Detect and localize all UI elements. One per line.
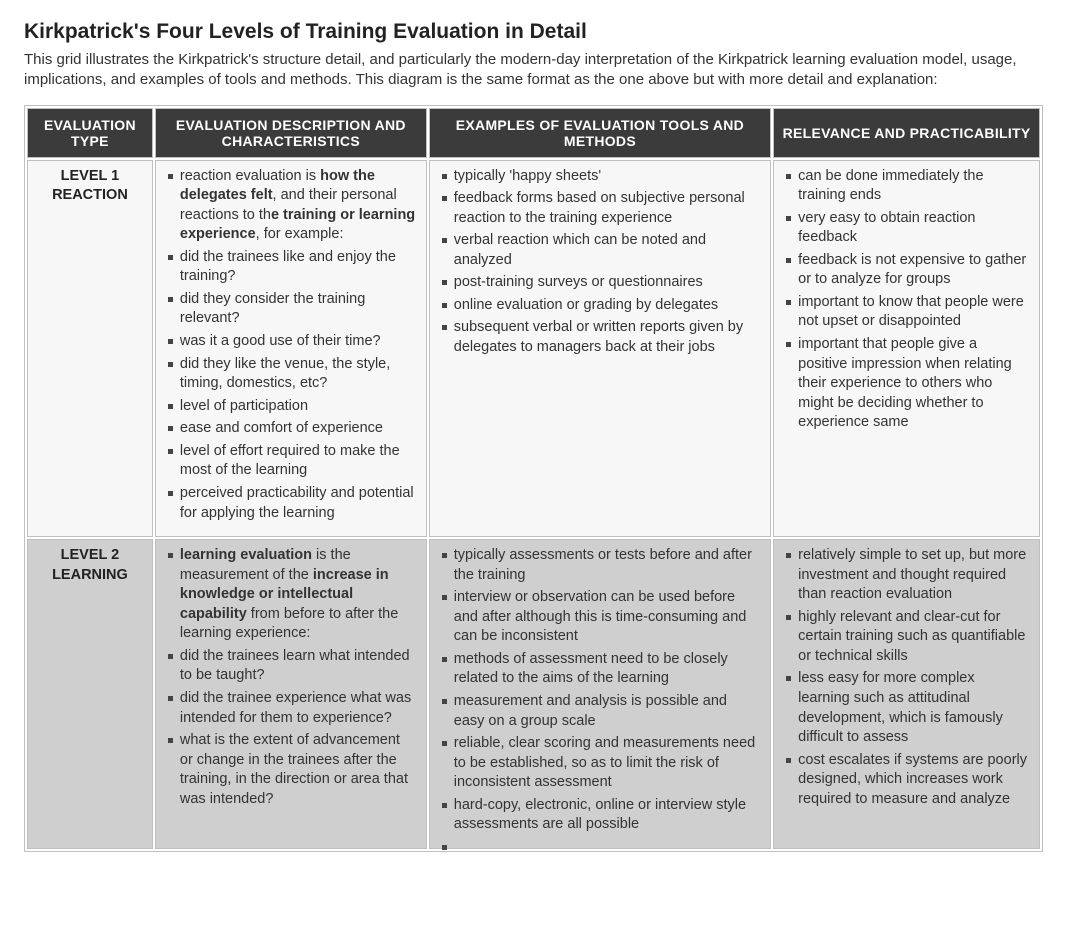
list-item: did they like the venue, the style, timi… xyxy=(166,355,416,394)
level-cell: LEVEL 2LEARNING xyxy=(27,539,153,849)
list-item: reaction evaluation is how the delegates… xyxy=(166,167,416,245)
list-item: what is the extent of advancement or cha… xyxy=(166,731,416,809)
list-item: important that people give a positive im… xyxy=(784,335,1029,433)
list-item: level of effort required to make the mos… xyxy=(166,442,416,481)
list-item: measurement and analysis is possible and… xyxy=(440,692,760,731)
list-item: perceived practicability and potential f… xyxy=(166,484,416,523)
list-item: less easy for more complex learning such… xyxy=(784,669,1029,747)
list-item: cost escalates if systems are poorly des… xyxy=(784,751,1029,810)
tools-cell: typically assessments or tests before an… xyxy=(429,539,771,849)
intro-paragraph: This grid illustrates the Kirkpatrick's … xyxy=(24,50,1043,91)
list-item: reliable, clear scoring and measurements… xyxy=(440,734,760,793)
table-header-row: EVALUATION TYPE EVALUATION DESCRIPTION A… xyxy=(27,108,1040,158)
header-evaluation-type: EVALUATION TYPE xyxy=(27,108,153,158)
list-item: typically 'happy sheets' xyxy=(440,167,760,187)
list-item: verbal reaction which can be noted and a… xyxy=(440,231,760,270)
list-item: can be done immediately the training end… xyxy=(784,167,1029,206)
list-item: level of participation xyxy=(166,397,416,417)
list-item: ease and comfort of experience xyxy=(166,419,416,439)
list-item: did the trainee experience what was inte… xyxy=(166,689,416,728)
level-name: LEARNING xyxy=(38,566,142,586)
list-item: was it a good use of their time? xyxy=(166,332,416,352)
header-tools: EXAMPLES OF EVALUATION TOOLS AND METHODS xyxy=(429,108,771,158)
page-title: Kirkpatrick's Four Levels of Training Ev… xyxy=(24,20,1043,44)
description-cell: learning evaluation is the measurement o… xyxy=(155,539,427,849)
list-item: important to know that people were not u… xyxy=(784,293,1029,332)
list-item: typically assessments or tests before an… xyxy=(440,546,760,585)
list-item: did the trainees learn what intended to … xyxy=(166,647,416,686)
list-item: interview or observation can be used bef… xyxy=(440,588,760,647)
list-item: learning evaluation is the measurement o… xyxy=(166,546,416,644)
level-cell: LEVEL 1REACTION xyxy=(27,160,153,538)
relevance-cell: can be done immediately the training end… xyxy=(773,160,1040,538)
level-number: LEVEL 2 xyxy=(38,546,142,566)
list-item: hard-copy, electronic, online or intervi… xyxy=(440,796,760,835)
level-name: REACTION xyxy=(38,186,142,206)
header-relevance: RELEVANCE AND PRACTICABILITY xyxy=(773,108,1040,158)
list-item: highly relevant and clear-cut for certai… xyxy=(784,608,1029,667)
list-item: feedback is not expensive to gather or t… xyxy=(784,251,1029,290)
list-item: very easy to obtain reaction feedback xyxy=(784,209,1029,248)
header-description: EVALUATION DESCRIPTION AND CHARACTERISTI… xyxy=(155,108,427,158)
list-item: methods of assessment need to be closely… xyxy=(440,650,760,689)
list-item: online evaluation or grading by delegate… xyxy=(440,296,760,316)
description-cell: reaction evaluation is how the delegates… xyxy=(155,160,427,538)
bold-text: learning evaluation xyxy=(180,547,312,563)
list-item: relatively simple to set up, but more in… xyxy=(784,546,1029,605)
list-item: did they consider the training relevant? xyxy=(166,290,416,329)
level-number: LEVEL 1 xyxy=(38,167,142,187)
list-item: feedback forms based on subjective perso… xyxy=(440,189,760,228)
list-item: did the trainees like and enjoy the trai… xyxy=(166,248,416,287)
relevance-cell: relatively simple to set up, but more in… xyxy=(773,539,1040,849)
table-row: LEVEL 1REACTIONreaction evaluation is ho… xyxy=(27,160,1040,538)
kirkpatrick-table: EVALUATION TYPE EVALUATION DESCRIPTION A… xyxy=(24,105,1043,852)
table-row: LEVEL 2LEARNINGlearning evaluation is th… xyxy=(27,539,1040,849)
list-item: subsequent verbal or written reports giv… xyxy=(440,318,760,357)
list-item: post-training surveys or questionnaires xyxy=(440,273,760,293)
tools-cell: typically 'happy sheets'feedback forms b… xyxy=(429,160,771,538)
